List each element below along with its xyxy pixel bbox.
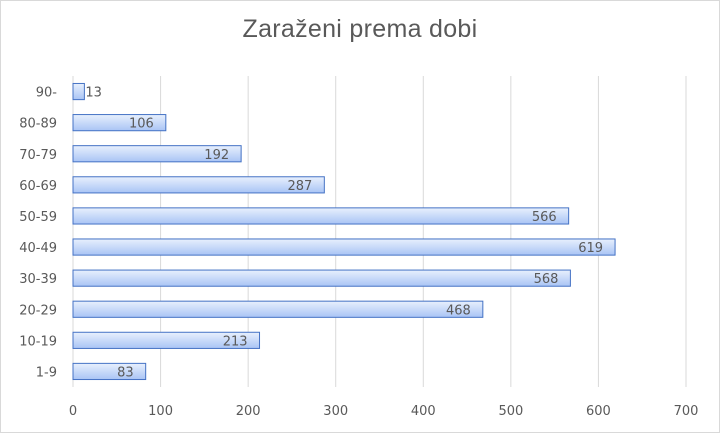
data-label: 106 <box>129 117 154 132</box>
bar <box>72 82 85 101</box>
data-label: 213 <box>223 334 248 349</box>
y-tick-label: 20-29 <box>19 303 57 318</box>
y-tick-label: 80-89 <box>19 117 57 132</box>
x-tick-label: 100 <box>148 404 173 419</box>
data-label: 287 <box>288 179 313 194</box>
bar <box>72 269 571 287</box>
x-tick-label: 600 <box>586 404 611 419</box>
y-tick-label: 40-49 <box>19 241 57 256</box>
bar <box>72 114 167 132</box>
bar <box>72 362 147 381</box>
x-tick-label: 500 <box>498 404 523 419</box>
x-tick-label: 200 <box>236 404 261 419</box>
y-tick-label: 60-69 <box>19 179 57 194</box>
bar <box>72 176 325 194</box>
data-label: 83 <box>117 365 134 380</box>
data-label: 13 <box>85 86 102 101</box>
x-tick-label: 0 <box>69 404 77 419</box>
bar <box>72 331 261 349</box>
y-tick-label: 1-9 <box>36 365 57 380</box>
data-label: 566 <box>532 210 557 225</box>
chart-title: Zaraženi prema dobi <box>242 15 478 43</box>
x-tick-label: 700 <box>674 404 699 419</box>
x-tick-label: 400 <box>411 404 436 419</box>
bar <box>72 207 570 225</box>
y-tick-label: 50-59 <box>19 210 57 225</box>
data-label: 468 <box>446 303 471 318</box>
y-tick-label: 90- <box>36 86 58 101</box>
x-tick-label: 300 <box>323 404 348 419</box>
bar <box>72 238 616 256</box>
bar <box>72 145 242 163</box>
data-label: 568 <box>534 272 559 287</box>
y-tick-label: 10-19 <box>19 334 57 349</box>
data-label: 192 <box>204 148 229 163</box>
data-label: 619 <box>578 241 603 256</box>
bar <box>72 300 484 318</box>
y-tick-label: 70-79 <box>19 148 57 163</box>
y-tick-label: 30-39 <box>19 272 57 287</box>
